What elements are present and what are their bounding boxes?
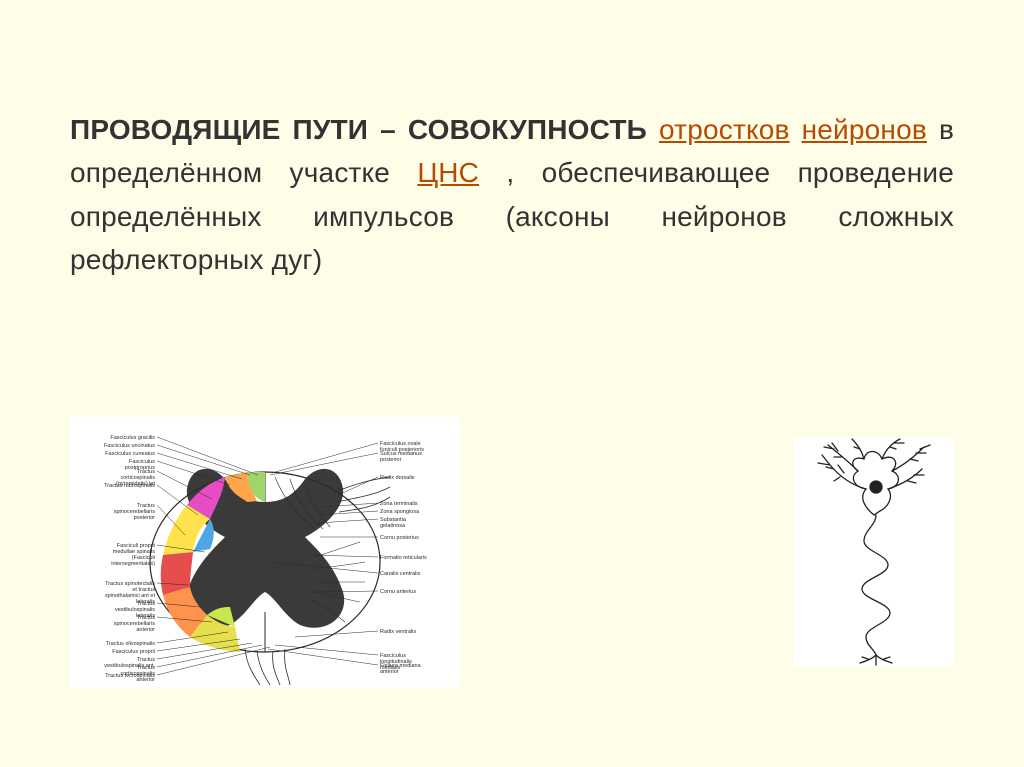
diagram-label: Tractus olivospinalis: [106, 641, 156, 647]
diagram-label: Fasciculus gracilis: [110, 435, 155, 441]
diagram-label: Cornu posterius: [380, 535, 419, 541]
diagram-label: Fasciculus proprii: [112, 649, 155, 655]
diagram-label: Zona spongiosa: [380, 509, 420, 515]
diagram-label: Formatio reticularis: [380, 555, 427, 561]
definition-text: ПРОВОДЯЩИЕ ПУТИ – СОВОКУПНОСТЬ отростков…: [70, 108, 954, 282]
diagram-label: Canalis centralis: [380, 571, 421, 577]
figure-row: Fasciculus gracilis Fasciculus uncinatus F…: [70, 417, 954, 687]
diagram-label: Cornu anterius: [380, 589, 416, 595]
slide: ПРОВОДЯЩИЕ ПУТИ – СОВОКУПНОСТЬ отростков…: [0, 0, 1024, 767]
diagram-label: Tractus rubrospinalis: [104, 483, 155, 489]
neuron-diagram: [794, 437, 954, 667]
diagram-label: Substantiagelatinosa: [380, 517, 407, 529]
diagram-label: Fasciculus uncinatus: [104, 443, 155, 449]
spinal-cord-diagram: Fasciculus gracilis Fasciculus uncinatus F…: [70, 417, 460, 687]
diagram-label: Zona terminalis: [380, 501, 418, 507]
link-otrostkov[interactable]: отростков: [659, 114, 790, 145]
link-cns[interactable]: ЦНС: [417, 157, 479, 188]
diagram-label: Radix dorsalis: [380, 475, 415, 481]
diagram-label: Radix ventralis: [380, 629, 416, 635]
heading-bold: ПРОВОДЯЩИЕ ПУТИ – СОВОКУПНОСТЬ: [70, 114, 647, 145]
diagram-label: Fasciculus cuneatus: [105, 451, 155, 457]
diagram-label: Tractus tectospinalis: [105, 673, 155, 679]
link-neironov[interactable]: нейронов: [802, 114, 927, 145]
